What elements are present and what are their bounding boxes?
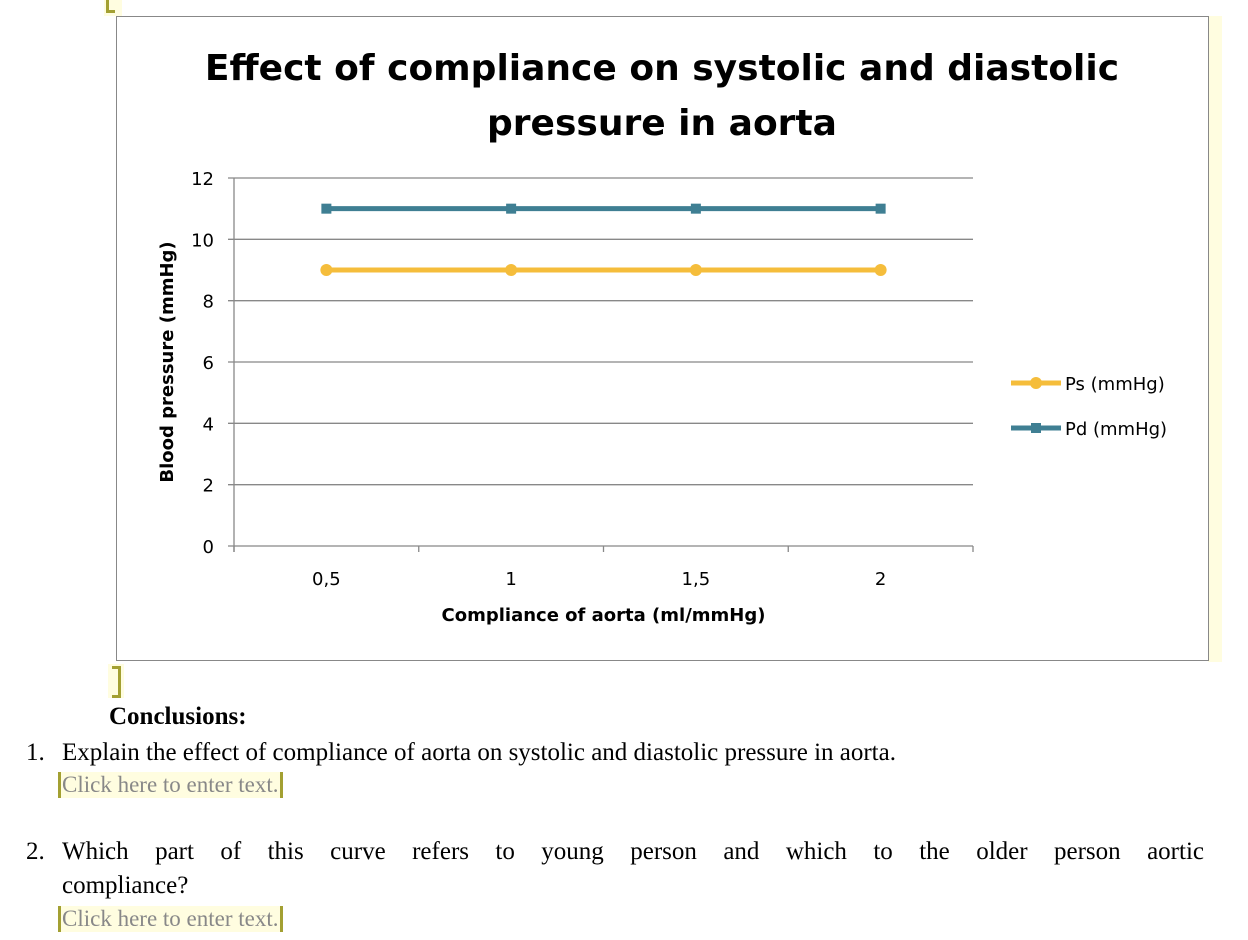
y-axis-title: Blood pressure (mmHg) [157, 241, 178, 482]
answer-2-input[interactable]: Click here to enter text. [58, 906, 283, 932]
question-2-text-cont: compliance? [62, 872, 189, 899]
x-tick-label: 1 [505, 569, 516, 590]
y-tick-label: 10 [191, 230, 214, 251]
content-control-highlight [1208, 16, 1222, 662]
content-control-start-bracket[interactable] [106, 0, 115, 13]
y-tick-label: 12 [191, 169, 214, 190]
y-tick-label: 2 [203, 476, 214, 497]
chart-title: pressure in aorta [487, 103, 837, 144]
x-tick-label: 1,5 [682, 569, 711, 590]
x-tick-label: 2 [875, 569, 886, 590]
conclusions-heading: Conclusions: [109, 703, 247, 730]
y-tick-label: 4 [203, 414, 214, 435]
y-tick-label: 6 [203, 353, 214, 374]
content-control-end-bracket[interactable] [112, 666, 121, 698]
data-point [689, 264, 702, 276]
question-1-text: Explain the effect of compliance of aort… [62, 739, 896, 766]
legend-label: Pd (mmHg) [1065, 419, 1167, 440]
line-chart: Effect of compliance on systolic and dia… [157, 48, 1167, 626]
question-2-text: Which part of this curve refers to young… [62, 838, 1204, 865]
data-point [874, 264, 887, 276]
data-point [875, 203, 886, 214]
x-tick-label: 0,5 [312, 569, 341, 590]
question-1-number: 1. [26, 739, 45, 766]
legend-label: Ps (mmHg) [1065, 374, 1165, 395]
y-tick-label: 8 [203, 292, 214, 313]
data-point [321, 203, 332, 214]
data-point [505, 264, 518, 276]
legend-marker [1030, 377, 1042, 389]
chart-frame[interactable]: Effect of compliance on systolic and dia… [116, 16, 1209, 661]
data-point [506, 203, 517, 214]
data-point [690, 203, 701, 214]
chart-title: Effect of compliance on systolic and dia… [205, 48, 1119, 89]
data-point [320, 264, 333, 276]
question-2-number: 2. [26, 838, 45, 865]
y-tick-label: 0 [203, 537, 214, 558]
x-axis-title: Compliance of aorta (ml/mmHg) [442, 605, 766, 626]
answer-1-input[interactable]: Click here to enter text. [58, 772, 283, 798]
legend-marker [1031, 423, 1041, 433]
